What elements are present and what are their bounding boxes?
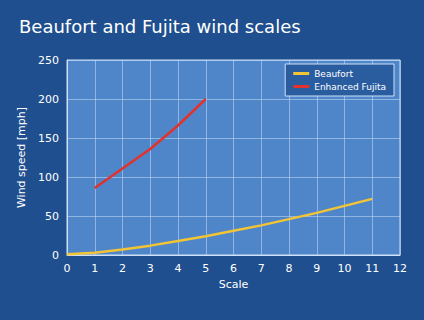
svg-text:11: 11 — [365, 262, 379, 275]
svg-text:Beaufort: Beaufort — [314, 69, 353, 79]
svg-text:10: 10 — [338, 262, 352, 275]
svg-text:6: 6 — [230, 262, 237, 275]
svg-text:50: 50 — [45, 210, 59, 223]
svg-text:8: 8 — [286, 262, 293, 275]
svg-text:1: 1 — [91, 262, 98, 275]
svg-text:250: 250 — [38, 54, 59, 67]
svg-text:200: 200 — [38, 93, 59, 106]
svg-text:0: 0 — [64, 262, 71, 275]
svg-text:2: 2 — [119, 262, 126, 275]
svg-text:Enhanced Fujita: Enhanced Fujita — [314, 82, 386, 92]
svg-text:9: 9 — [313, 262, 320, 275]
svg-text:5: 5 — [202, 262, 209, 275]
svg-text:0: 0 — [52, 249, 59, 262]
svg-text:Scale: Scale — [219, 278, 249, 291]
svg-text:3: 3 — [147, 262, 154, 275]
svg-text:100: 100 — [38, 171, 59, 184]
svg-text:Wind speed [mph]: Wind speed [mph] — [15, 107, 28, 208]
svg-text:12: 12 — [393, 262, 407, 275]
svg-text:Beaufort and Fujita wind scale: Beaufort and Fujita wind scales — [19, 16, 301, 37]
svg-text:150: 150 — [38, 132, 59, 145]
svg-text:7: 7 — [258, 262, 265, 275]
svg-text:4: 4 — [175, 262, 182, 275]
